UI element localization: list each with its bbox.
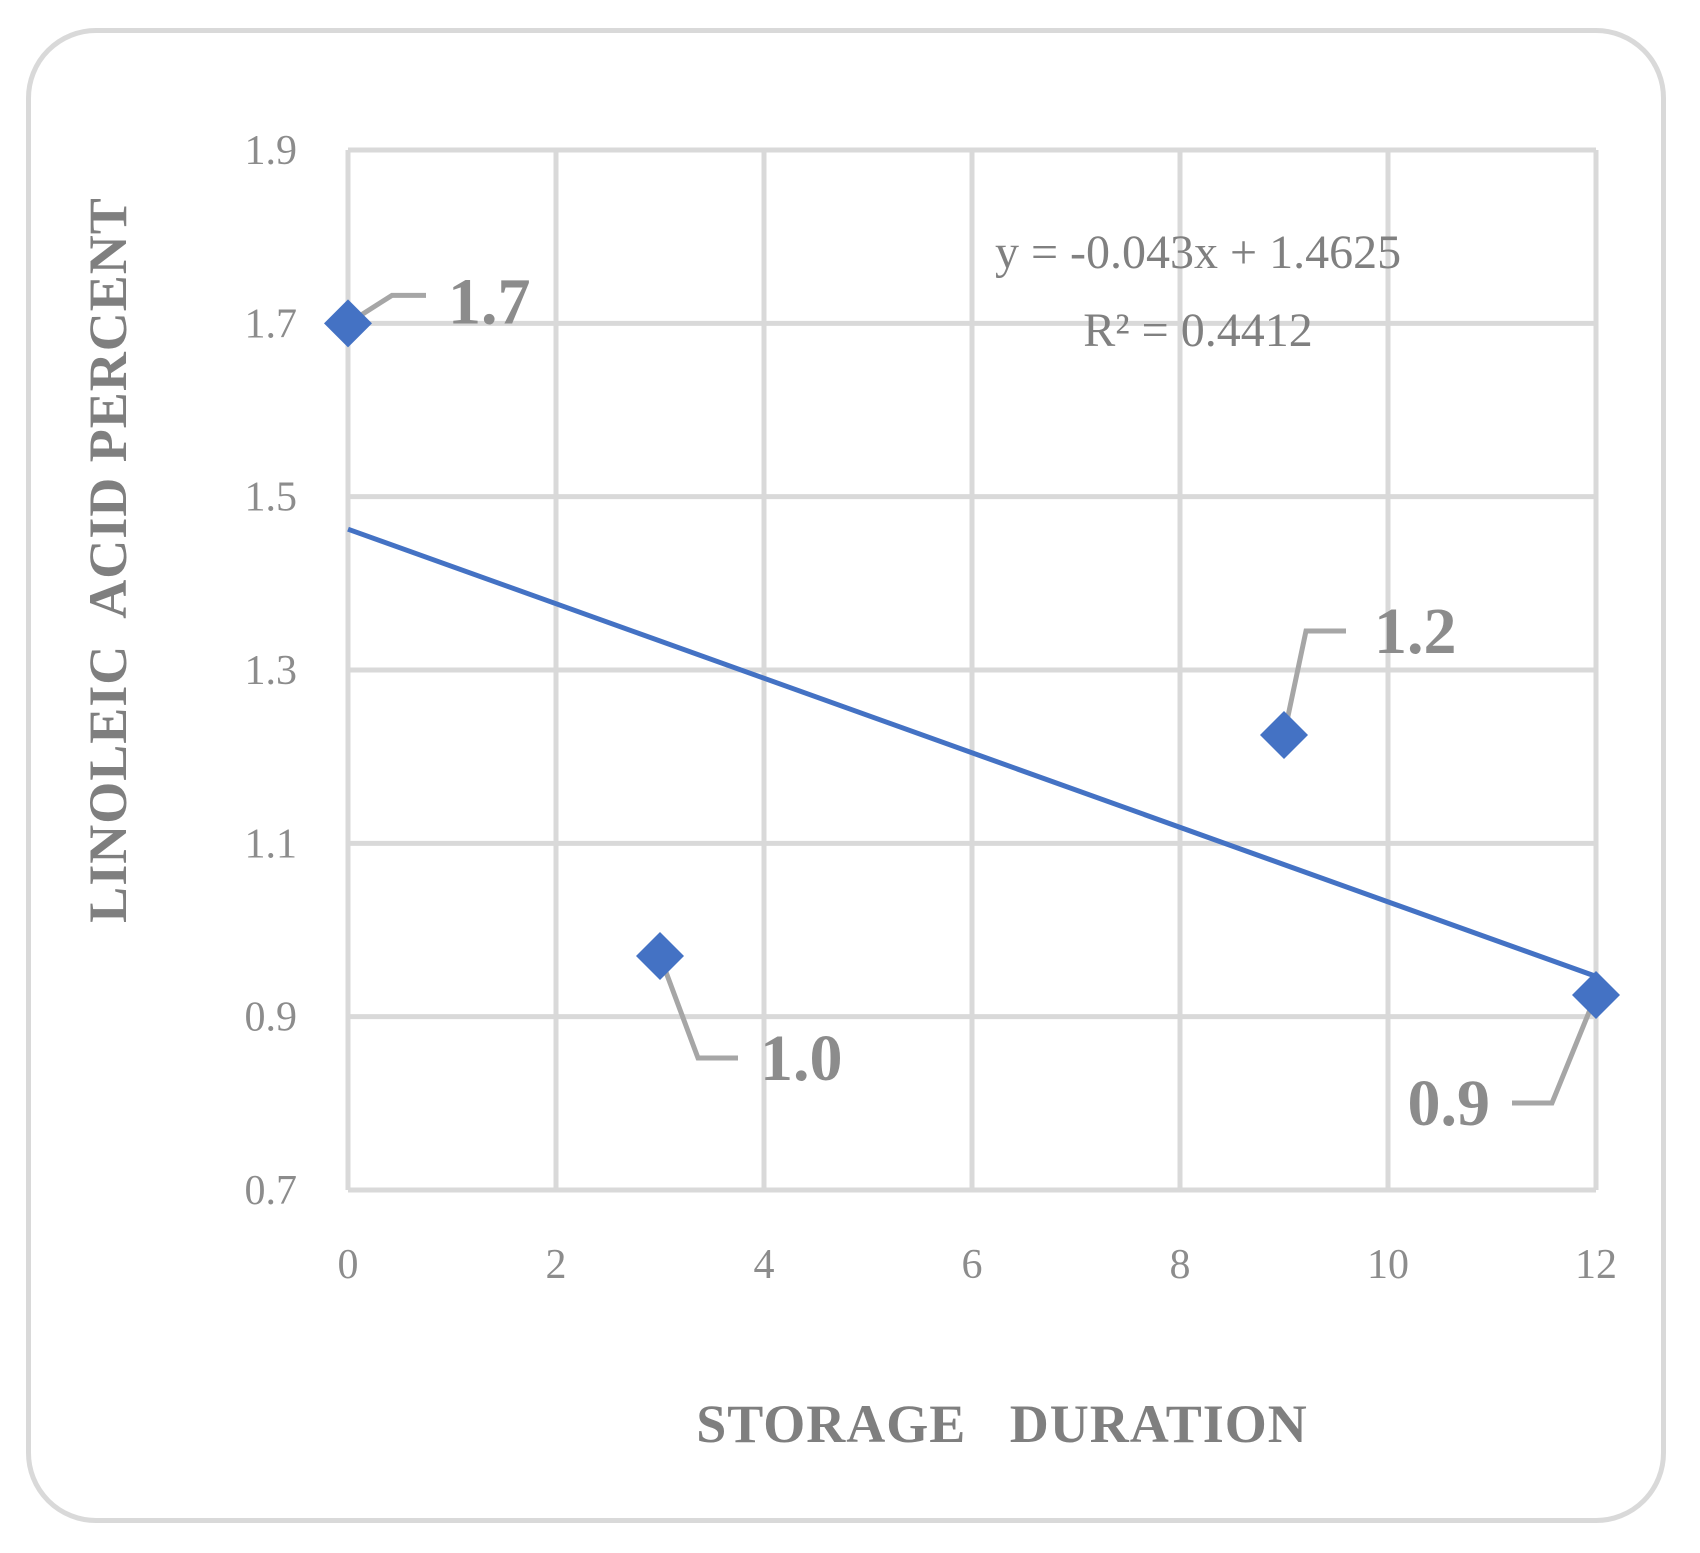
trendline-layer: [347, 526, 1597, 979]
y-tick-label: 0.7: [245, 1168, 298, 1214]
y-tick-label: 0.9: [245, 995, 298, 1041]
y-tick-label: 1.1: [245, 821, 298, 867]
data-label: 1.2: [1374, 595, 1457, 668]
data-points: 1.7 1.0 1.2 0.9: [324, 265, 1620, 1140]
trendline-equation: y = -0.043x + 1.4625: [995, 226, 1401, 279]
data-label: 1.0: [760, 1022, 843, 1095]
label-leader-line: [346, 292, 426, 326]
tick-labels: 0.7 0.9 1.1 1.3 1.5 1.7 1.9 0 2 4 6 8 10 12: [245, 128, 1618, 1288]
data-point-marker: [1572, 971, 1620, 1019]
label-leader-line: [1512, 994, 1599, 1106]
x-tick-label: 2: [546, 1242, 567, 1288]
data-label: 1.7: [448, 265, 531, 338]
trendline-r-squared: R² = 0.4412: [1083, 304, 1312, 357]
y-tick-label: 1.7: [245, 301, 298, 347]
label-leader-line: [1281, 628, 1346, 736]
data-point-marker: [324, 299, 372, 348]
label-leader-line: [657, 955, 738, 1061]
y-tick-label: 1.9: [245, 128, 298, 174]
x-axis-title: STORAGE DURATION: [696, 1394, 1308, 1454]
x-tick-label: 6: [962, 1242, 983, 1288]
gridlines: [345, 147, 1599, 1193]
data-label: 0.9: [1408, 1067, 1491, 1140]
data-point-marker: [1260, 711, 1308, 759]
y-tick-label: 1.3: [245, 648, 298, 694]
x-tick-label: 10: [1367, 1242, 1409, 1288]
x-tick-label: 8: [1170, 1242, 1191, 1288]
y-axis-title: LINOLEIC ACID PERCENT: [78, 197, 138, 923]
trendline: [347, 526, 1597, 979]
y-tick-label: 1.5: [245, 475, 298, 521]
x-tick-label: 12: [1575, 1242, 1617, 1288]
x-tick-label: 4: [754, 1242, 775, 1288]
x-tick-label: 0: [338, 1242, 359, 1288]
chart-frame: [26, 28, 1666, 1523]
data-point-marker: [636, 932, 684, 980]
